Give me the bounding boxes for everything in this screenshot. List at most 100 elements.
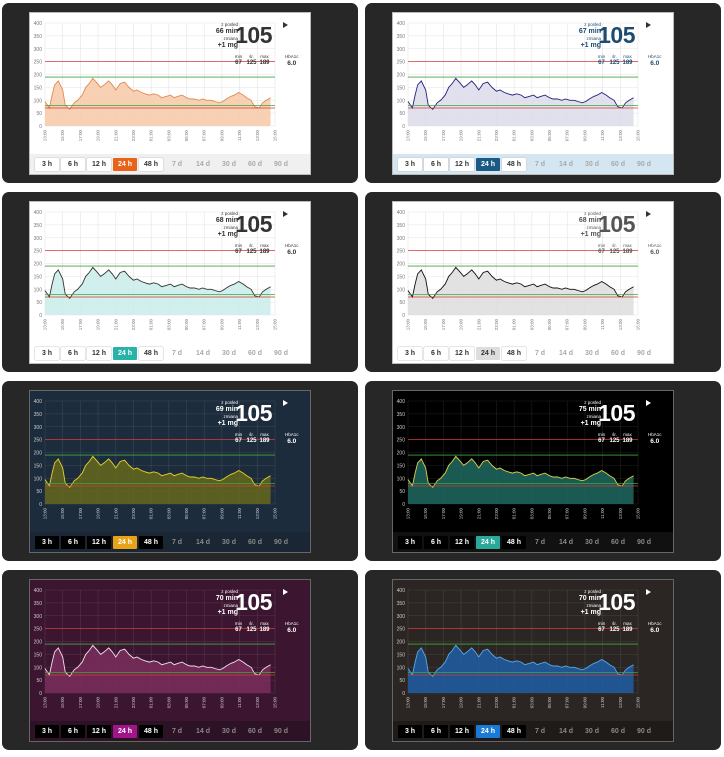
time-range-button[interactable]: 12 h	[450, 535, 474, 549]
time-range-button[interactable]: 60 d	[610, 349, 625, 357]
time-range-button[interactable]: 3 h	[398, 724, 422, 738]
time-range-button[interactable]: 3 h	[398, 535, 422, 549]
time-range-button[interactable]: 30 d	[221, 538, 236, 546]
time-range-button[interactable]: 30 d	[221, 727, 236, 735]
time-range-button[interactable]: 7 d	[171, 538, 183, 546]
time-range-button[interactable]: 7 d	[534, 538, 546, 546]
time-range-button[interactable]: 6 h	[61, 346, 85, 360]
time-range-button[interactable]: 6 h	[61, 157, 85, 171]
hba1c-label: HbA1c	[285, 54, 299, 59]
time-range-button[interactable]: 14 d	[558, 160, 573, 168]
time-range-button[interactable]: 6 h	[424, 724, 448, 738]
x-tick-label: 01:00	[512, 697, 517, 709]
time-range-button[interactable]: 3 h	[398, 157, 422, 171]
time-range-button[interactable]: 3 h	[398, 346, 422, 360]
time-range-button[interactable]: 30 d	[584, 727, 599, 735]
time-range-button[interactable]: 30 d	[584, 538, 599, 546]
y-tick-label: 50	[399, 111, 405, 117]
time-range-button[interactable]: 24 h	[113, 724, 137, 738]
time-range-button[interactable]: 48 h	[139, 346, 163, 360]
x-tick-label: 17:00	[78, 130, 83, 142]
time-range-button[interactable]: 90 d	[273, 349, 288, 357]
time-range-button[interactable]: 12 h	[450, 724, 474, 738]
time-range-button[interactable]: 30 d	[221, 160, 236, 168]
time-range-button[interactable]: 7 d	[534, 349, 546, 357]
time-range-button[interactable]: 6 h	[424, 346, 448, 360]
time-range-button[interactable]: 14 d	[195, 727, 210, 735]
stat-max: max 189	[621, 432, 634, 444]
time-range-button[interactable]: 7 d	[171, 727, 183, 735]
y-tick-label: 400	[397, 21, 406, 27]
time-range-button[interactable]: 60 d	[247, 160, 262, 168]
time-range-button[interactable]: 6 h	[61, 535, 85, 549]
time-range-button[interactable]: 90 d	[636, 160, 651, 168]
time-range-button[interactable]: 14 d	[195, 349, 210, 357]
time-range-button[interactable]: 12 h	[87, 346, 111, 360]
glucose-line	[407, 644, 634, 677]
time-range-button[interactable]: 48 h	[502, 346, 526, 360]
time-range-button[interactable]: 48 h	[139, 724, 163, 738]
y-tick-label: 350	[397, 223, 406, 229]
time-range-button[interactable]: 48 h	[502, 724, 526, 738]
time-range-button[interactable]: 12 h	[87, 157, 111, 171]
x-tick-label: 01:00	[512, 508, 517, 520]
time-range-button[interactable]: 7 d	[534, 160, 546, 168]
y-tick-label: 250	[397, 438, 406, 444]
time-range-button[interactable]: 90 d	[273, 538, 288, 546]
time-range-button[interactable]: 90 d	[636, 538, 651, 546]
time-range-button[interactable]: 60 d	[247, 727, 262, 735]
time-range-button[interactable]: 48 h	[139, 157, 163, 171]
time-range-button[interactable]: 3 h	[35, 346, 59, 360]
stat-avg: śr. 125	[608, 54, 621, 66]
time-range-button[interactable]: 60 d	[610, 727, 625, 735]
time-range-button[interactable]: 14 d	[195, 160, 210, 168]
time-range-button[interactable]: 90 d	[636, 727, 651, 735]
time-range-button[interactable]: 60 d	[610, 538, 625, 546]
time-range-button[interactable]: 24 h	[476, 346, 500, 360]
time-range-button[interactable]: 48 h	[502, 535, 526, 549]
time-range-button[interactable]: 24 h	[113, 157, 137, 171]
time-range-button[interactable]: 24 h	[476, 724, 500, 738]
time-range-button[interactable]: 48 h	[139, 535, 163, 549]
time-range-button[interactable]: 3 h	[35, 157, 59, 171]
time-range-button[interactable]: 7 d	[171, 349, 183, 357]
time-range-button[interactable]: 24 h	[476, 535, 500, 549]
time-range-button[interactable]: 14 d	[558, 727, 573, 735]
hba1c-value: 6.0	[650, 438, 660, 445]
time-range-button[interactable]: 60 d	[247, 349, 262, 357]
time-range-button[interactable]: 3 h	[35, 535, 59, 549]
time-range-button[interactable]: 6 h	[424, 157, 448, 171]
time-range-button[interactable]: 24 h	[476, 157, 500, 171]
y-tick-label: 150	[34, 274, 43, 280]
time-range-button[interactable]: 60 d	[610, 160, 625, 168]
y-tick-label: 300	[397, 47, 406, 53]
time-range-button[interactable]: 7 d	[171, 160, 183, 168]
time-range-button[interactable]: 14 d	[195, 538, 210, 546]
time-range-button[interactable]: 90 d	[273, 727, 288, 735]
change-value: +1 mg	[580, 231, 601, 238]
time-range-button[interactable]: 14 d	[558, 538, 573, 546]
time-range-button[interactable]: 12 h	[450, 157, 474, 171]
time-range-button[interactable]: 90 d	[273, 160, 288, 168]
time-range-button[interactable]: 48 h	[502, 157, 526, 171]
time-range-button[interactable]: 6 h	[424, 535, 448, 549]
time-range-button[interactable]: 60 d	[247, 538, 262, 546]
time-range-button[interactable]: 24 h	[113, 535, 137, 549]
change-label: zmiana	[586, 36, 601, 41]
time-range-button[interactable]: 12 h	[87, 724, 111, 738]
y-tick-label: 100	[34, 476, 43, 482]
time-range-button[interactable]: 12 h	[450, 346, 474, 360]
time-range-button[interactable]: 30 d	[221, 349, 236, 357]
time-range-button[interactable]: 7 d	[534, 727, 546, 735]
time-range-button[interactable]: 14 d	[558, 349, 573, 357]
time-range-button[interactable]: 3 h	[35, 724, 59, 738]
time-range-button[interactable]: 6 h	[61, 724, 85, 738]
time-range-button[interactable]: 90 d	[636, 349, 651, 357]
time-range-button[interactable]: 30 d	[584, 160, 599, 168]
time-range-button[interactable]: 24 h	[113, 346, 137, 360]
stat-avg: śr. 125	[245, 621, 258, 633]
time-range-button[interactable]: 12 h	[87, 535, 111, 549]
time-range-button[interactable]: 30 d	[584, 349, 599, 357]
